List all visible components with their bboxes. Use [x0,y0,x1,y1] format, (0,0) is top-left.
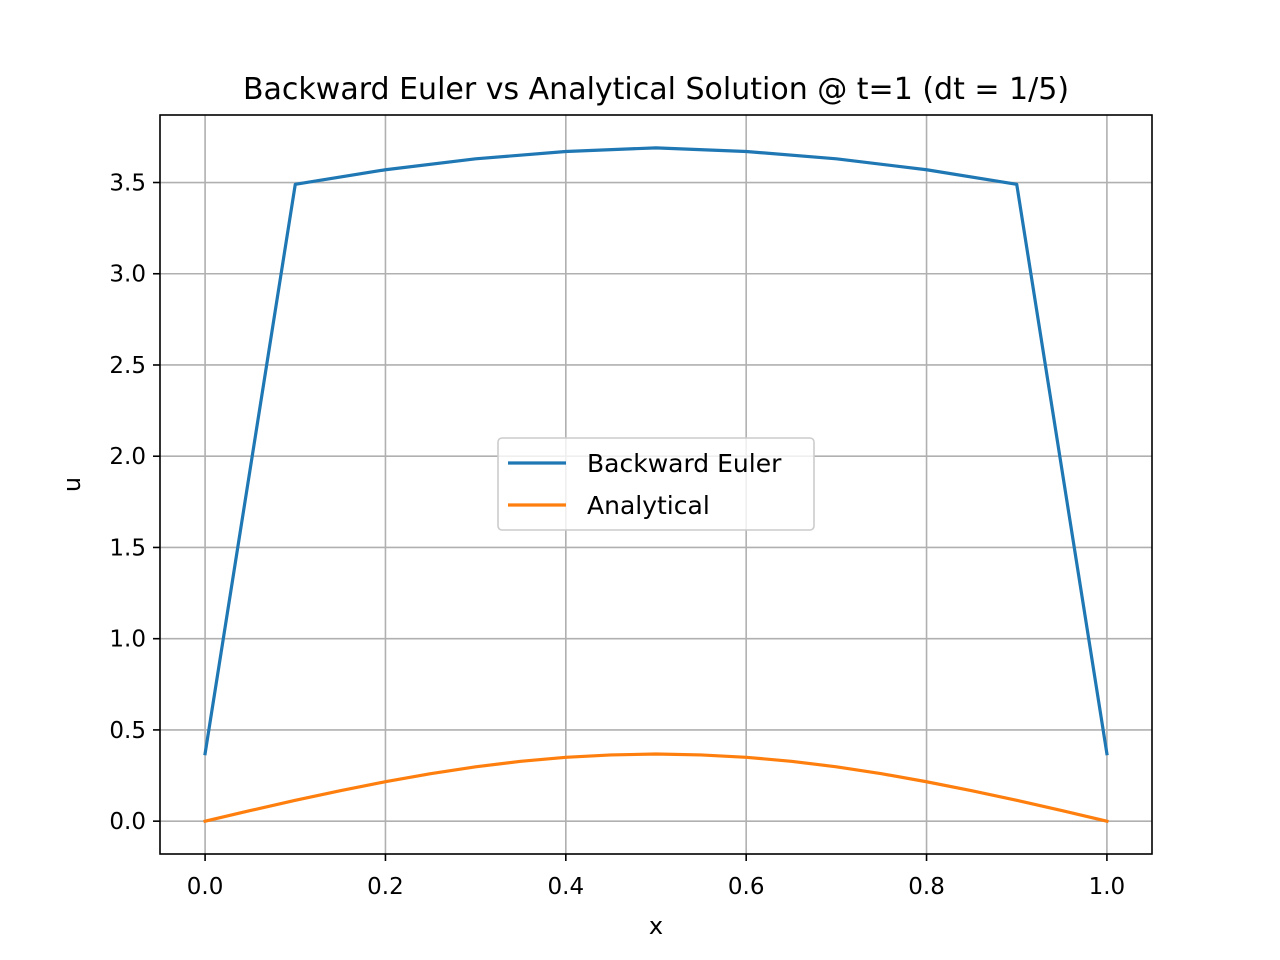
legend-label: Analytical [587,491,710,520]
x-tick-label: 1.0 [1089,874,1126,900]
x-axis-label: x [649,912,663,940]
y-tick-label: 2.0 [109,444,146,470]
y-tick-label: 0.5 [109,718,146,744]
y-tick-label: 0.0 [109,809,146,835]
x-tick-label: 0.2 [367,874,404,900]
legend: Backward Euler Analytical [497,437,815,531]
y-axis-label: u [58,477,86,492]
plot-series [203,146,1109,824]
chart-title: Backward Euler vs Analytical Solution @ … [243,72,1069,107]
legend-label: Backward Euler [587,449,782,478]
y-tick-label: 3.0 [109,262,146,288]
series-line-analytical [203,752,1109,824]
x-tick-label: 0.4 [548,874,585,900]
y-tick-label: 1.0 [109,627,146,653]
ticks: 0.0 0.2 0.4 0.6 0.8 1.0 0.0 0.5 1.0 1.5 2.0 2.5 3.0 3… [109,171,1125,900]
x-tick-label: 0.8 [908,874,945,900]
axes-frame [159,114,1153,855]
legend-box [497,437,815,531]
x-tick-label: 0.0 [187,874,224,900]
y-tick-label: 2.5 [109,353,146,379]
y-tick-label: 1.5 [109,535,146,561]
series-line-backward-euler [203,146,1109,756]
x-tick-label: 0.6 [728,874,765,900]
y-tick-label: 3.5 [109,171,146,197]
